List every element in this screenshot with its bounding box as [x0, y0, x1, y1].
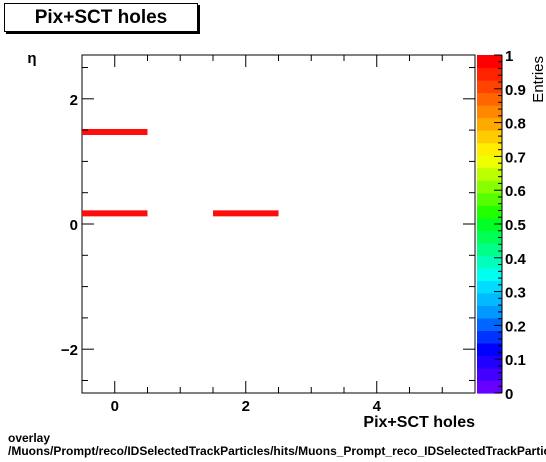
z-tick-label: 0.1 [505, 352, 526, 369]
x-tick-label: 0 [111, 398, 119, 415]
heatmap-cell [213, 210, 279, 217]
heatmap-cell [82, 210, 148, 217]
footer-line-2: /Muons/Prompt/reco/IDSelectedTrackPartic… [8, 444, 546, 458]
y-tick-label: 0 [70, 217, 78, 234]
x-tick-label: 2 [242, 398, 250, 415]
color-scale-band [477, 142, 502, 156]
z-tick-label: 0.2 [505, 318, 526, 335]
color-scale-band [477, 192, 502, 206]
heatmap-cells [82, 128, 279, 217]
z-tick-label: 0.7 [505, 149, 526, 166]
color-scale-band [477, 367, 502, 382]
color-scale-band [477, 242, 502, 256]
color-scale-band [477, 167, 502, 181]
y-axis: −2 0 2 [61, 67, 475, 381]
color-scale-band [477, 117, 502, 131]
color-scale-band [477, 317, 502, 332]
footer-line-1: overlay [8, 432, 51, 445]
color-scale-band [477, 330, 502, 344]
color-scale-band [477, 155, 502, 169]
x-axis-label: Pix+SCT holes [363, 414, 475, 431]
color-scale-band [477, 267, 502, 281]
z-tick-label: 0 [505, 386, 513, 403]
z-axis-label: Entries [530, 56, 546, 103]
color-scale-band [477, 380, 502, 394]
plot-frame [81, 54, 476, 394]
color-scale-band [477, 280, 502, 294]
z-tick-label: 0.4 [505, 251, 527, 268]
color-scale-band [477, 255, 502, 269]
y-tick-label: −2 [61, 342, 78, 359]
color-scale-band [477, 80, 502, 94]
color-scale-band [477, 67, 502, 81]
color-scale-band [477, 205, 502, 219]
x-axis: 0 2 4 [81, 55, 476, 415]
z-tick-label: 1 [505, 48, 513, 65]
z-tick-label: 0.9 [505, 82, 526, 99]
color-scale-band [477, 105, 502, 119]
footer: overlay /Muons/Prompt/reco/IDSelectedTra… [8, 432, 546, 458]
z-tick-label: 0.5 [505, 217, 526, 234]
color-scale-band [477, 180, 502, 194]
z-tick-label: 0.3 [505, 285, 526, 302]
color-scale-band [477, 305, 502, 319]
color-scale-band [477, 130, 502, 144]
color-scale: 0 0.1 0.2 0.3 0.4 0.5 0.6 0.7 0.8 0.9 1 [477, 48, 527, 403]
color-scale-band [477, 55, 502, 69]
x-tick-label: 4 [373, 398, 382, 415]
heatmap-cell [82, 128, 148, 135]
color-scale-band [477, 342, 502, 357]
y-axis-label: η [27, 50, 36, 67]
chart-title: Pix+SCT holes [4, 3, 198, 32]
color-scale-band [477, 217, 502, 231]
z-tick-label: 0.6 [505, 183, 526, 200]
z-tick-label: 0.8 [505, 116, 526, 133]
color-scale-band [477, 292, 502, 306]
color-scale-band [477, 230, 502, 244]
color-scale-band [477, 355, 502, 369]
y-tick-label: 2 [70, 92, 78, 109]
color-scale-band [477, 92, 502, 106]
